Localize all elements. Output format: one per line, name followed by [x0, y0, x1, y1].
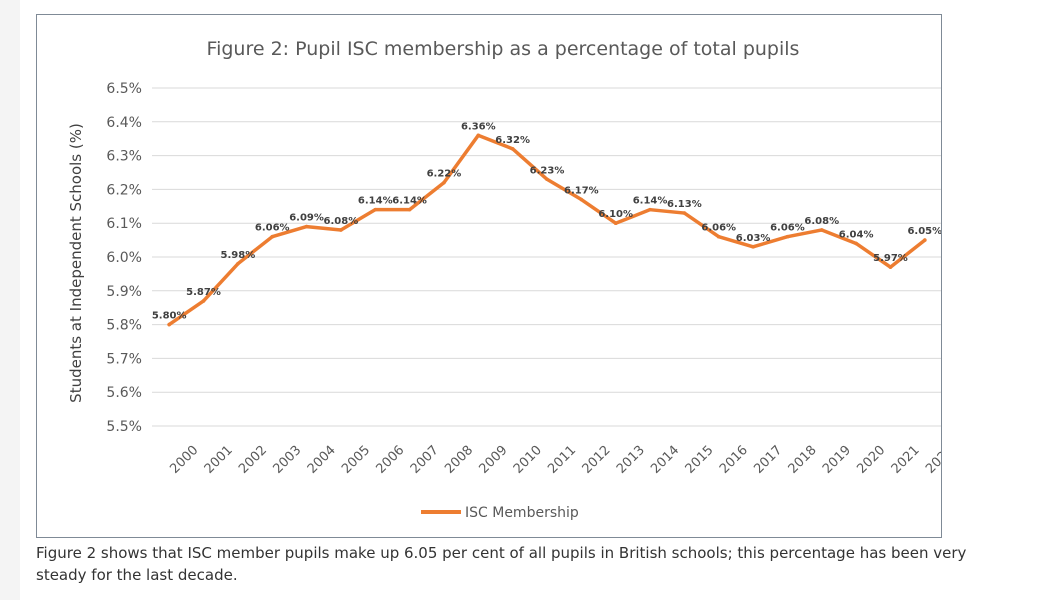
data-point: [888, 265, 893, 269]
data-point: [648, 207, 652, 212]
gridlines: [152, 87, 941, 427]
data-label: 6.06%: [255, 223, 290, 234]
data-label: 6.03%: [736, 233, 771, 244]
legend-label-isc-membership: ISC Membership: [465, 505, 579, 521]
y-tick-label: 6.0%: [106, 250, 142, 266]
data-point: [339, 228, 343, 232]
series-lines: [167, 133, 927, 327]
data-point: [579, 197, 584, 202]
data-point: [373, 207, 378, 212]
y-tick-label: 6.4%: [106, 115, 142, 131]
x-tick-label: 2009: [477, 443, 511, 477]
x-tick-label: 2005: [339, 443, 373, 477]
x-tick-label: 2019: [820, 443, 854, 477]
figure-caption: Figure 2 shows that ISC member pupils ma…: [36, 544, 967, 584]
x-tick-label: 2002: [236, 443, 270, 477]
x-tick-label: 2004: [305, 443, 339, 477]
x-tick-label: 2022: [923, 443, 941, 477]
y-tick-label: 5.5%: [106, 419, 142, 435]
data-label: 6.32%: [495, 135, 530, 146]
data-point: [407, 207, 412, 212]
x-tick-label: 2014: [648, 443, 682, 477]
x-tick-label: 2018: [786, 443, 820, 477]
data-label: 6.36%: [461, 121, 496, 132]
data-point: [923, 238, 927, 242]
data-label: 6.09%: [289, 213, 324, 224]
x-tick-label: 2020: [854, 443, 888, 477]
x-tick-label: 2007: [408, 443, 442, 477]
data-label: 6.08%: [324, 216, 359, 227]
data-point: [716, 234, 721, 239]
data-point: [167, 322, 171, 327]
chart-container: Figure 2: Pupil ISC membership as a perc…: [36, 14, 942, 538]
x-tick-label: 2000: [167, 443, 201, 477]
x-tick-label: 2011: [545, 443, 579, 477]
data-point: [270, 234, 275, 239]
y-tick-label: 6.5%: [106, 81, 142, 97]
data-point: [613, 221, 618, 225]
data-label: 6.14%: [358, 196, 393, 207]
data-label: 6.23%: [530, 165, 565, 176]
x-tick-label: 2001: [202, 443, 236, 477]
data-point: [682, 211, 687, 215]
data-label: 6.06%: [701, 223, 736, 234]
y-tick-label: 5.8%: [106, 318, 142, 334]
data-label: 5.98%: [221, 250, 256, 261]
data-point: [476, 133, 481, 138]
data-label: 5.87%: [186, 287, 221, 298]
data-label: 6.22%: [427, 169, 462, 180]
data-labels: 5.80%5.87%5.98%6.06%6.09% 6.08%6.14% 6.14%…: [152, 121, 941, 321]
data-label: 6.13%: [667, 199, 702, 210]
y-axis-label: Students at Independent Schools (%): [67, 123, 85, 403]
x-tick-label: 2013: [614, 443, 648, 477]
data-point: [854, 241, 858, 246]
y-tick-label: 5.9%: [106, 284, 142, 300]
x-tick-label: 2010: [511, 443, 545, 477]
x-tick-label: 2003: [270, 443, 304, 477]
y-tick-label: 5.7%: [106, 351, 142, 367]
y-tick-label: 6.2%: [106, 182, 142, 198]
x-tick-label: 2021: [889, 443, 923, 477]
y-tick-label: 5.6%: [106, 385, 142, 401]
data-point: [819, 228, 824, 232]
x-tick-label: 2008: [442, 443, 476, 477]
data-label: 5.97%: [873, 253, 908, 264]
x-axis-ticks: 2000 2001 2002 2003 2004 2005 2006 2007 2008 2009…: [167, 443, 941, 477]
y-tick-label: 6.3%: [106, 149, 142, 165]
y-axis-ticks: 6.5% 6.4% 6.3% 6.2% 6.1% 6.0% 5.9% 5.8% 5.7% 5.6%…: [106, 81, 142, 435]
line-chart: Figure 2: Pupil ISC membership as a perc…: [67, 38, 941, 521]
chart-title: Figure 2: Pupil ISC membership as a perc…: [207, 38, 800, 60]
data-point: [304, 224, 309, 229]
data-point: [751, 245, 755, 249]
data-label: 5.80%: [152, 311, 187, 322]
data-label: 6.10%: [598, 209, 633, 220]
data-point: [201, 299, 206, 303]
page-left-margin: [0, 0, 20, 600]
y-tick-label: 6.1%: [106, 216, 142, 232]
x-tick-label: 2016: [717, 443, 751, 477]
data-label: 6.17%: [564, 186, 599, 197]
data-label: 6.06%: [770, 223, 805, 234]
data-point: [442, 180, 446, 185]
data-point: [510, 147, 515, 151]
x-tick-label: 2015: [683, 443, 717, 477]
data-label: 6.04%: [839, 229, 874, 240]
data-label: 6.08%: [804, 216, 839, 227]
data-label: 6.05%: [907, 226, 941, 237]
data-point: [236, 261, 240, 266]
legend: ISC Membership: [421, 505, 579, 521]
data-point: [785, 234, 790, 239]
data-label: 6.14%: [392, 196, 427, 207]
x-tick-label: 2012: [580, 443, 614, 477]
x-tick-label: 2017: [751, 443, 785, 477]
data-point: [545, 177, 549, 182]
x-tick-label: 2006: [373, 443, 407, 477]
data-label: 6.14%: [633, 196, 668, 207]
